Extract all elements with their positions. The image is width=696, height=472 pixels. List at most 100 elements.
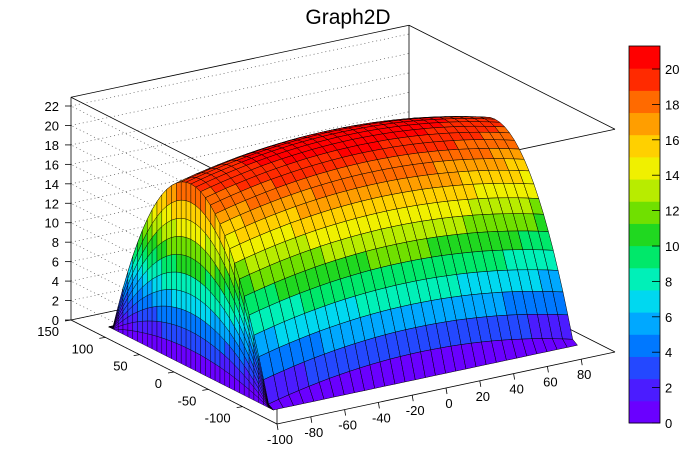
x-tick-label: 0	[445, 396, 452, 411]
surface-side-cell	[185, 310, 192, 332]
surface-side-cell	[171, 236, 177, 255]
surface-side-cell	[171, 289, 177, 308]
surface-side-cell	[180, 308, 187, 330]
x-tick-mark	[513, 373, 515, 380]
surface-side-cell	[185, 273, 192, 295]
x-tick-mark	[580, 359, 583, 366]
surface-side-cell	[171, 271, 177, 291]
surface-side-cell	[176, 289, 182, 310]
surface-side-cell	[185, 181, 192, 203]
z-gridline	[70, 300, 278, 405]
surface-side-cell	[161, 321, 167, 340]
y-tick-label: 150	[37, 324, 59, 339]
z-gridline	[70, 111, 410, 185]
surface-side-cell	[190, 183, 196, 206]
surface-side-cell	[200, 336, 206, 359]
colorbar-segment	[629, 267, 660, 291]
surface-side-cell	[137, 331, 143, 345]
surface-side-cell	[166, 271, 172, 290]
surface-side-cell	[180, 344, 187, 367]
surface-side-cell	[190, 257, 196, 280]
x-tick-mark	[344, 409, 346, 416]
surface-side-cell	[156, 321, 163, 339]
z-tick-label: 14	[45, 177, 59, 192]
surface-side-cell	[147, 320, 153, 336]
z-tick-label: 6	[52, 255, 59, 270]
colorbar-tick-label: 12	[665, 204, 679, 219]
surface-side-cell	[161, 305, 167, 324]
colorbar-tick-label: 16	[665, 133, 679, 148]
surface-side-cell	[161, 239, 167, 259]
colorbar-segment	[629, 134, 660, 158]
surface-side-cell	[195, 315, 201, 338]
colorbar-segment	[629, 312, 660, 335]
z-tick-label: 10	[45, 216, 59, 231]
surface-side-cell	[142, 307, 148, 322]
y-tick-mark	[167, 371, 175, 374]
surface-side-cell	[117, 328, 124, 335]
surface-side-cell	[166, 305, 172, 325]
z-gridline	[70, 222, 278, 328]
z-tick-label: 4	[52, 274, 59, 289]
surface-side-cell	[185, 292, 192, 314]
surface-side-cell	[180, 254, 187, 275]
surface-side-cell	[190, 275, 196, 298]
surface-side-cell	[151, 320, 158, 337]
surface-side-cell	[156, 305, 163, 323]
surface-side-cell	[190, 331, 196, 353]
colorbar-tick-label: 10	[665, 239, 679, 254]
surface-side-cell	[142, 332, 148, 347]
surface-side-cell	[195, 333, 201, 356]
colorbar-segment	[629, 179, 660, 202]
surface-side-cell	[185, 218, 192, 240]
surface-side-cell	[190, 312, 196, 335]
surface-side-cell	[161, 289, 167, 307]
surface-side-cell	[171, 306, 177, 326]
surface-side-cell	[185, 347, 192, 369]
colorbar-segment	[629, 400, 660, 424]
surface-side-cell	[127, 329, 133, 340]
x-tick-mark	[378, 402, 380, 409]
z-gridline	[70, 72, 410, 146]
z-tick-label: 12	[45, 196, 59, 211]
colorbar-border	[628, 45, 661, 424]
surface-side-cell	[190, 349, 196, 372]
z-tick-label: 18	[45, 138, 59, 153]
x-tick-label: 80	[577, 367, 591, 382]
z-gridline	[70, 144, 278, 250]
surface-side-cell	[142, 320, 148, 334]
surface-side-cell	[180, 326, 187, 348]
frame-edge	[70, 24, 410, 98]
surface-side-cell	[190, 220, 196, 243]
x-tick-label: -80	[304, 425, 323, 440]
surface-side-cell	[166, 185, 172, 207]
surface-side-cell	[180, 199, 187, 220]
back-wall-left	[70, 105, 278, 425]
x-tick-mark	[276, 423, 279, 431]
z-gridline	[70, 33, 410, 107]
surface-side-cell	[171, 253, 177, 273]
surface-plot	[108, 116, 578, 411]
surface-side-cell	[180, 272, 187, 293]
surface-side-cell	[166, 219, 172, 240]
surface-side-cell	[190, 294, 196, 317]
surface-side-cell	[147, 333, 153, 350]
surface-side-cell	[171, 182, 177, 204]
surface-side-cell	[151, 334, 158, 352]
x-tick-label: 60	[543, 374, 557, 389]
surface-side-cell	[200, 354, 206, 377]
z-gridline	[70, 261, 278, 366]
x-tick-mark	[310, 416, 313, 423]
colorbar-tick-label: 0	[665, 416, 672, 431]
surface-side-cell	[195, 278, 201, 302]
surface-side-cell	[171, 341, 177, 362]
surface-side-cell	[176, 271, 182, 292]
surface-side-cell	[166, 254, 172, 274]
surface-side-cell	[132, 321, 138, 332]
surface-side-cell	[176, 342, 182, 364]
x-tick-label: 40	[509, 382, 523, 397]
z-gridline	[70, 202, 278, 308]
surface-side-cell	[147, 292, 153, 309]
surface-side-cell	[176, 253, 182, 273]
